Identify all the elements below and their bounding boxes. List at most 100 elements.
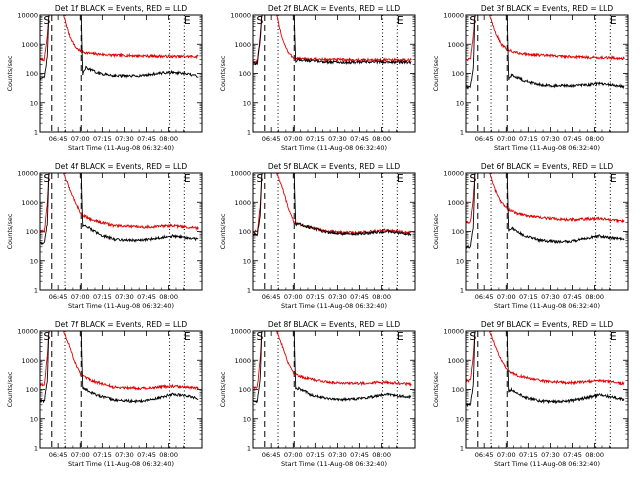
- y-tick-label: 10000: [17, 170, 38, 178]
- events-series: [466, 331, 625, 408]
- x-tick-label: 06:45: [262, 451, 281, 459]
- x-tick-label: 07:15: [519, 451, 538, 459]
- x-tick-label: 06:45: [49, 135, 68, 143]
- x-axis-label: Start Time (11-Aug-08 06:32:40): [281, 144, 387, 152]
- end-marker: E: [184, 14, 191, 27]
- x-tick-label: 06:45: [475, 451, 494, 459]
- start-marker: S: [256, 330, 263, 343]
- detector-panel-8: Det 8f BLACK = Events, RED = LLD Start Ti…: [219, 320, 416, 468]
- x-tick-label: 07:15: [306, 451, 325, 459]
- end-marker: E: [397, 14, 404, 27]
- x-tick-label: 08:00: [585, 293, 604, 301]
- y-axis-label: Counts/sec: [219, 371, 227, 407]
- y-tick-labels: 1 10 100 1000 10000: [230, 12, 251, 137]
- lld-series: [466, 15, 625, 62]
- plot-frame: [39, 14, 203, 133]
- lld-series: [253, 331, 412, 390]
- x-axis-label: Start Time (11-Aug-08 06:32:40): [68, 302, 174, 310]
- y-axis-label: Counts/sec: [6, 371, 14, 407]
- y-tick-label: 10: [243, 415, 251, 423]
- y-tick-label: 1: [34, 129, 38, 137]
- y-tick-labels: 1 10 100 1000 10000: [17, 328, 38, 453]
- x-tick-label: 06:45: [49, 293, 68, 301]
- events-series: [253, 15, 412, 66]
- panel-title: Det 3f BLACK = Events, RED = LLD: [481, 4, 614, 13]
- plot-frame: [465, 14, 629, 133]
- end-marker: E: [610, 172, 617, 185]
- x-tick-label: 07:00: [71, 293, 90, 301]
- y-tick-labels: 1 10 100 1000 10000: [230, 170, 251, 295]
- detector-panel-2: Det 2f BLACK = Events, RED = LLD Start Ti…: [219, 4, 416, 152]
- y-axis-label: Counts/sec: [219, 55, 227, 91]
- end-marker: E: [184, 330, 191, 343]
- plot-frame: [39, 330, 203, 449]
- events-series: [253, 173, 412, 237]
- x-tick-label: 07:30: [115, 293, 134, 301]
- detector-panel-7: Det 7f BLACK = Events, RED = LLD Start Ti…: [6, 320, 203, 468]
- detector-panel-1: Det 1f BLACK = Events, RED = LLD Start Ti…: [6, 4, 203, 152]
- y-tick-label: 1000: [21, 199, 38, 207]
- lld-series: [40, 173, 199, 233]
- y-tick-labels: 1 10 100 1000 10000: [443, 170, 464, 295]
- start-marker: S: [469, 172, 476, 185]
- events-series: [40, 331, 199, 404]
- y-axis-label: Counts/sec: [432, 213, 440, 249]
- plot-frame: [252, 330, 416, 449]
- y-tick-labels: 1 10 100 1000 10000: [17, 170, 38, 295]
- y-tick-label: 10000: [230, 170, 251, 178]
- y-tick-label: 100: [239, 70, 251, 78]
- x-tick-label: 07:15: [519, 135, 538, 143]
- x-tick-label: 08:00: [372, 451, 391, 459]
- start-marker: S: [43, 172, 50, 185]
- panel-title: Det 9f BLACK = Events, RED = LLD: [481, 320, 614, 329]
- panel-title: Det 8f BLACK = Events, RED = LLD: [268, 320, 401, 329]
- y-tick-label: 10: [30, 257, 38, 265]
- start-marker: S: [469, 330, 476, 343]
- x-tick-label: 07:00: [71, 451, 90, 459]
- x-tick-label: 07:45: [563, 293, 582, 301]
- y-tick-label: 1000: [21, 41, 38, 49]
- x-tick-label: 07:00: [497, 135, 516, 143]
- x-tick-label: 08:00: [585, 451, 604, 459]
- x-tick-label: 07:30: [115, 451, 134, 459]
- plot-frame: [252, 14, 416, 133]
- x-tick-label: 06:45: [475, 293, 494, 301]
- y-tick-label: 10000: [443, 170, 464, 178]
- x-tick-label: 07:15: [306, 135, 325, 143]
- x-tick-label: 07:00: [497, 451, 516, 459]
- x-tick-label: 07:45: [350, 135, 369, 143]
- detector-panel-6: Det 6f BLACK = Events, RED = LLD Start Ti…: [432, 162, 629, 310]
- y-tick-label: 1000: [21, 357, 38, 365]
- x-tick-label: 07:15: [93, 451, 112, 459]
- y-tick-label: 10000: [443, 328, 464, 336]
- x-tick-label: 07:30: [541, 293, 560, 301]
- plot-frame: [465, 172, 629, 291]
- x-axis-label: Start Time (11-Aug-08 06:32:40): [281, 302, 387, 310]
- y-axis-label: Counts/sec: [6, 55, 14, 91]
- panel-title: Det 7f BLACK = Events, RED = LLD: [55, 320, 188, 329]
- panel-title: Det 4f BLACK = Events, RED = LLD: [55, 162, 188, 171]
- x-tick-label: 07:45: [137, 293, 156, 301]
- x-tick-label: 08:00: [585, 135, 604, 143]
- x-tick-label: 07:30: [115, 135, 134, 143]
- start-marker: S: [256, 172, 263, 185]
- x-tick-label: 07:45: [137, 451, 156, 459]
- x-tick-label: 07:00: [284, 451, 303, 459]
- x-tick-label: 07:15: [306, 293, 325, 301]
- x-tick-label: 08:00: [159, 135, 178, 143]
- lld-series: [466, 173, 625, 225]
- lld-series: [40, 331, 199, 391]
- x-tick-label: 07:45: [350, 451, 369, 459]
- y-tick-label: 1: [247, 129, 251, 137]
- y-axis-label: Counts/sec: [6, 213, 14, 249]
- plot-frame: [465, 330, 629, 449]
- detector-panel-9: Det 9f BLACK = Events, RED = LLD Start Ti…: [432, 320, 629, 468]
- y-tick-label: 100: [239, 386, 251, 394]
- lld-series: [253, 15, 412, 65]
- y-tick-label: 100: [26, 386, 38, 394]
- x-tick-label: 07:45: [563, 451, 582, 459]
- end-marker: E: [610, 14, 617, 27]
- y-tick-label: 1: [34, 287, 38, 295]
- start-marker: S: [43, 330, 50, 343]
- lld-series: [40, 15, 199, 62]
